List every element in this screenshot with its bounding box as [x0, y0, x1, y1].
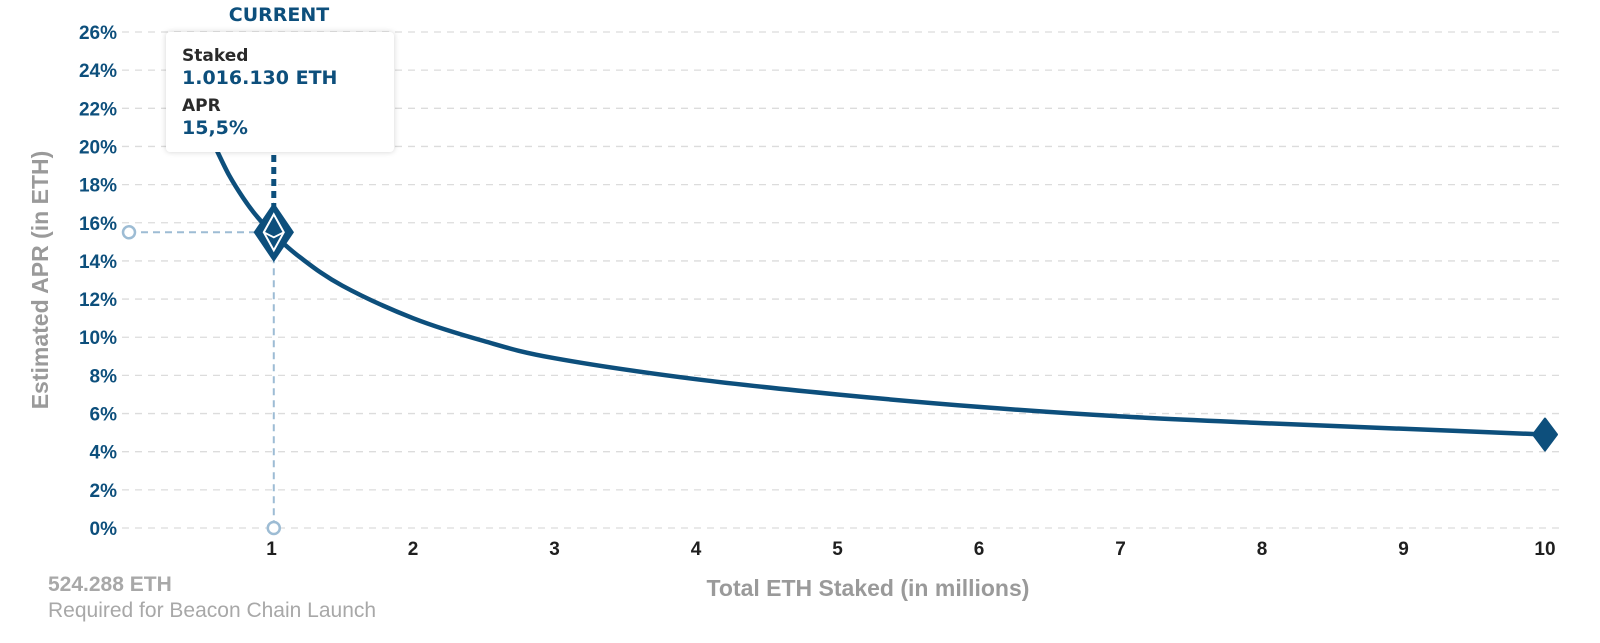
markers[interactable]	[253, 202, 1558, 452]
y-tick-label: 8%	[90, 366, 118, 387]
y-tick-label: 4%	[90, 443, 118, 464]
y-tick-label: 2%	[90, 481, 118, 502]
apr-curve-line	[212, 144, 1548, 437]
x-tick-label: 3	[549, 539, 560, 560]
x-tick-label: 10	[1534, 539, 1555, 560]
beacon-chain-footnote: 524.288 ETH Required for Beacon Chain La…	[48, 572, 376, 624]
x-tick-label: 8	[1257, 539, 1268, 560]
x-tick-label: 9	[1398, 539, 1409, 560]
current-point-marker[interactable]	[253, 202, 294, 263]
x-tick-label: 7	[1115, 539, 1126, 560]
y-tick-label: 24%	[79, 61, 117, 82]
x-axis-ticks: 1 2 3 4 5 6 7 8 9 10	[266, 539, 1555, 560]
y-tick-label: 0%	[90, 519, 118, 540]
tooltip-staked-value: 1.016.130 ETH	[182, 67, 338, 89]
y-tick-label: 22%	[79, 99, 117, 120]
x-tick-label: 2	[408, 539, 419, 560]
tooltip-apr-label: APR	[182, 96, 221, 116]
x-tick-label: 4	[691, 539, 702, 560]
x-tick-label: 6	[974, 539, 985, 560]
footnote-value: 524.288 ETH	[48, 573, 172, 596]
x-tick-label: 1	[266, 539, 277, 560]
y-tick-label: 14%	[79, 252, 117, 273]
ethereum-icon	[262, 212, 285, 253]
x-axis-guide-dot	[266, 520, 282, 536]
end-point-marker[interactable]	[1532, 417, 1558, 452]
y-tick-label: 26%	[79, 23, 117, 44]
y-tick-label: 16%	[79, 214, 117, 235]
y-axis-title: Estimated APR (in ETH)	[27, 151, 53, 410]
y-axis-ticks: 0% 2% 4% 6% 8% 10% 12% 14% 16% 18% 20% 22% 24% 26%	[79, 23, 117, 540]
y-axis-guide-dot	[121, 225, 137, 240]
x-tick-label: 5	[832, 539, 843, 560]
y-tick-label: 12%	[79, 290, 117, 311]
tooltip-staked-label: Staked	[182, 46, 249, 66]
current-guides	[121, 155, 282, 536]
current-tooltip: Staked 1.016.130 ETH APR 15,5%	[166, 32, 394, 152]
ethereum-icon-fold	[263, 231, 285, 239]
footnote-caption: Required for Beacon Chain Launch	[48, 599, 377, 622]
y-tick-label: 6%	[90, 405, 118, 426]
y-tick-label: 10%	[79, 328, 117, 349]
tooltip-apr-value: 15,5%	[182, 117, 248, 139]
current-marker-diamond	[253, 202, 294, 263]
y-tick-label: 18%	[79, 176, 117, 197]
current-label: CURRENT	[229, 4, 330, 26]
x-axis-title: Total ETH Staked (in millions)	[707, 575, 1030, 601]
y-tick-label: 20%	[79, 137, 117, 158]
